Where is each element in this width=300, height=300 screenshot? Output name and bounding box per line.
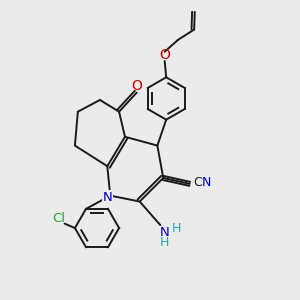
Text: N: N (160, 226, 169, 239)
Text: O: O (159, 48, 170, 62)
Text: N: N (201, 176, 211, 189)
Text: C: C (194, 176, 202, 189)
Text: H: H (160, 236, 169, 249)
Text: Cl: Cl (52, 212, 65, 225)
Text: H: H (172, 221, 181, 235)
Text: N: N (103, 190, 113, 204)
Text: O: O (131, 79, 142, 93)
